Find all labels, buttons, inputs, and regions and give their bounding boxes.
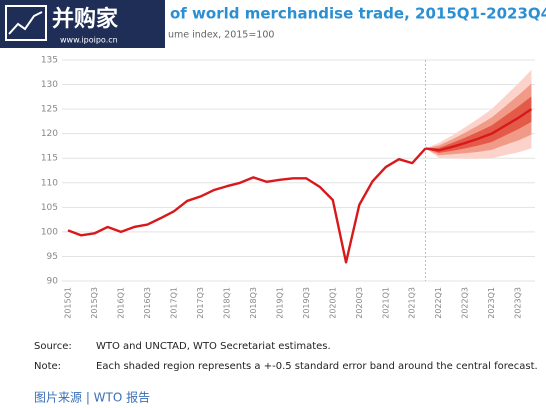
- x-tick-label: 2018Q3: [249, 287, 258, 319]
- x-tick-label: 2022Q3: [461, 287, 470, 319]
- x-tick-label: 2015Q3: [90, 287, 99, 319]
- x-tick-label: 2023Q3: [514, 287, 523, 319]
- note-text: Each shaded region represents a +-0.5 st…: [96, 361, 538, 372]
- caption: 图片来源 | WTO 报告: [34, 390, 150, 405]
- watermark-url: www.ipoipo.cn: [60, 36, 118, 45]
- y-tick-label: 105: [41, 203, 58, 213]
- x-tick-label: 2020Q1: [328, 287, 337, 319]
- error-band: [425, 96, 532, 153]
- note-label: Note:: [34, 361, 61, 372]
- data-line: [67, 147, 427, 264]
- chart-title: of world merchandise trade, 2015Q1-2023Q…: [170, 5, 546, 23]
- x-tick-label: 2018Q1: [222, 287, 231, 319]
- watermark: 并购家 www.ipoipo.cn: [0, 0, 165, 48]
- y-tick-label: 120: [41, 129, 58, 139]
- x-tick-label: 2022Q1: [434, 287, 443, 319]
- y-tick-label: 90: [47, 277, 59, 287]
- x-tick-label: 2016Q1: [116, 287, 125, 319]
- x-tick-label: 2019Q3: [302, 287, 311, 319]
- x-tick-label: 2015Q1: [64, 287, 73, 319]
- watermark-name: 并购家: [52, 6, 119, 32]
- watermark-icon-line: [8, 11, 43, 35]
- x-tick-label: 2017Q3: [196, 287, 205, 319]
- y-tick-label: 135: [41, 56, 58, 66]
- chart-subtitle: ume index, 2015=100: [168, 30, 274, 41]
- x-tick-label: 2016Q3: [143, 287, 152, 319]
- data-line: [425, 108, 533, 152]
- y-tick-label: 115: [41, 154, 58, 164]
- y-tick-label: 95: [47, 252, 58, 262]
- x-tick-label: 2023Q1: [487, 287, 496, 319]
- x-tick-label: 2019Q1: [275, 287, 284, 319]
- x-tick-label: 2017Q1: [169, 287, 178, 319]
- x-tick-label: 2020Q3: [355, 287, 364, 319]
- y-tick-label: 125: [41, 105, 58, 115]
- y-tick-label: 100: [41, 227, 58, 237]
- y-tick-label: 130: [41, 80, 58, 90]
- source-text: WTO and UNCTAD, WTO Secretariat estimate…: [96, 341, 331, 352]
- error-band: [425, 83, 532, 156]
- source-label: Source:: [34, 341, 72, 352]
- x-tick-label: 2021Q3: [408, 287, 417, 319]
- y-tick-label: 110: [41, 178, 58, 188]
- x-tick-label: 2021Q1: [381, 287, 390, 319]
- watermark-icon: [5, 5, 47, 41]
